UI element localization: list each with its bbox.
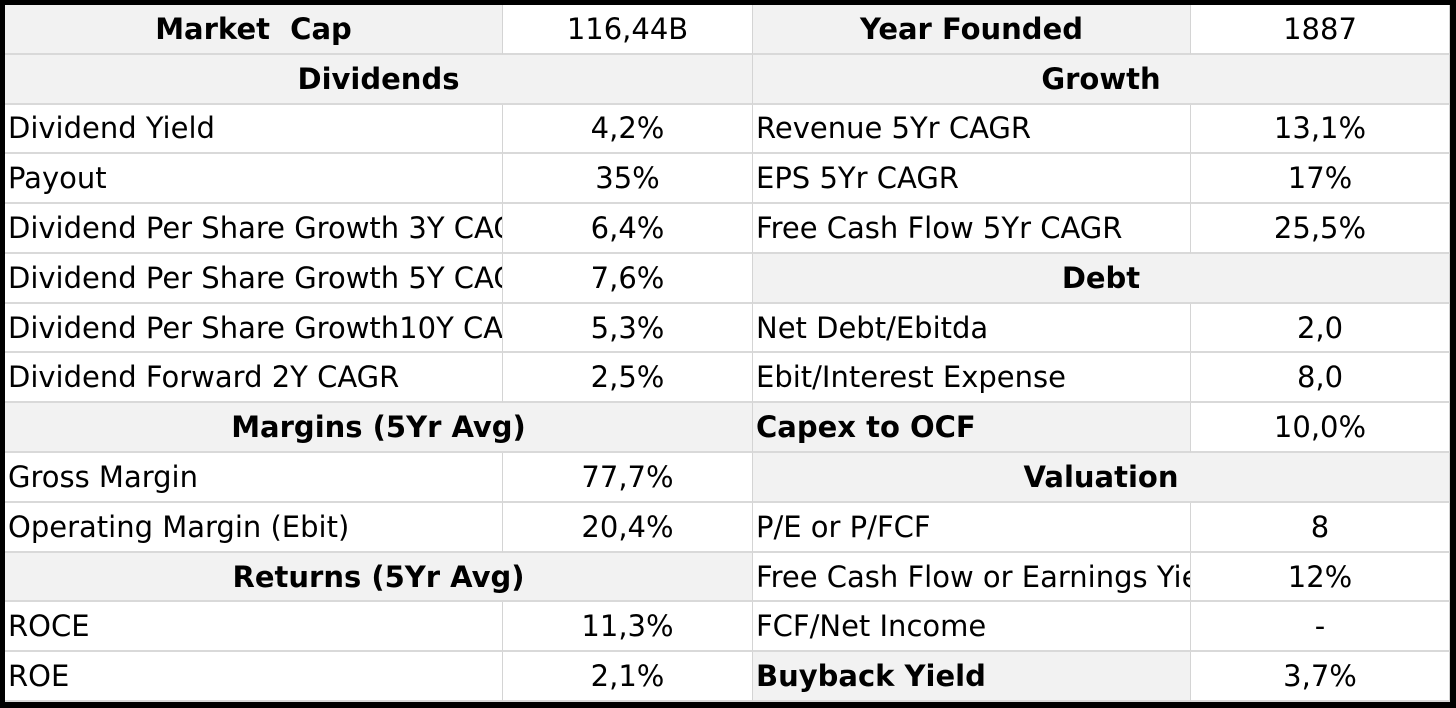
gross-margin-value: 77,7% [503,453,753,503]
gross-margin-label: Gross Margin [5,453,503,503]
payout-label: Payout [5,154,503,205]
payout-value: 35% [503,154,753,205]
metrics-table: Market Cap 116,44B Year Founded 1887 Div… [5,5,1450,702]
pe-value: 8 [1191,502,1450,553]
growth-header: Growth [753,54,1450,105]
dividend-forward-value: 2,5% [503,353,753,404]
dps-growth-5y-label: Dividend Per Share Growth 5Y CAGR [5,253,503,304]
fcf-ni-value: - [1191,602,1450,653]
revenue-cagr-label: Revenue 5Yr CAGR [753,104,1191,155]
roe-value: 2,1% [503,652,753,702]
fcf-yield-label: Free Cash Flow or Earnings Yield [753,552,1191,603]
market-cap-value: 116,44B [503,5,753,55]
revenue-cagr-value: 13,1% [1191,104,1450,155]
ebit-interest-value: 8,0 [1191,353,1450,404]
operating-margin-label: Operating Margin (Ebit) [5,502,503,553]
dividend-yield-label: Dividend Yield [5,104,503,155]
eps-cagr-value: 17% [1191,154,1450,205]
ebit-interest-label: Ebit/Interest Expense [753,353,1191,404]
net-debt-value: 2,0 [1191,303,1450,354]
capex-value: 10,0% [1191,403,1450,454]
buyback-label: Buyback Yield [753,652,1191,702]
roce-value: 11,3% [503,602,753,653]
valuation-header: Valuation [753,453,1450,503]
year-founded-value: 1887 [1191,5,1450,55]
margins-header: Margins (5Yr Avg) [5,403,753,454]
pe-label: P/E or P/FCF [753,502,1191,553]
returns-header: Returns (5Yr Avg) [5,552,753,603]
fcf-yield-value: 12% [1191,552,1450,603]
market-cap-label: Market Cap [5,5,503,55]
dps-growth-10y-label: Dividend Per Share Growth10Y CAGR [5,303,503,354]
dps-growth-10y-value: 5,3% [503,303,753,354]
fcf-ni-label: FCF/Net Income [753,602,1191,653]
eps-cagr-label: EPS 5Yr CAGR [753,154,1191,205]
dps-growth-3y-label: Dividend Per Share Growth 3Y CAGR [5,204,503,254]
debt-header: Debt [753,253,1450,304]
dps-growth-3y-value: 6,4% [503,204,753,254]
buyback-value: 3,7% [1191,652,1450,702]
dividend-yield-value: 4,2% [503,104,753,155]
roce-label: ROCE [5,602,503,653]
year-founded-label: Year Founded [753,5,1191,55]
fcf-cagr-value: 25,5% [1191,204,1450,254]
dps-growth-5y-value: 7,6% [503,253,753,304]
net-debt-label: Net Debt/Ebitda [753,303,1191,354]
dividends-header: Dividends [5,54,753,105]
roe-label: ROE [5,652,503,702]
fcf-cagr-label: Free Cash Flow 5Yr CAGR [753,204,1191,254]
capex-label: Capex to OCF [753,403,1191,454]
dividend-forward-label: Dividend Forward 2Y CAGR [5,353,503,404]
operating-margin-value: 20,4% [503,502,753,553]
